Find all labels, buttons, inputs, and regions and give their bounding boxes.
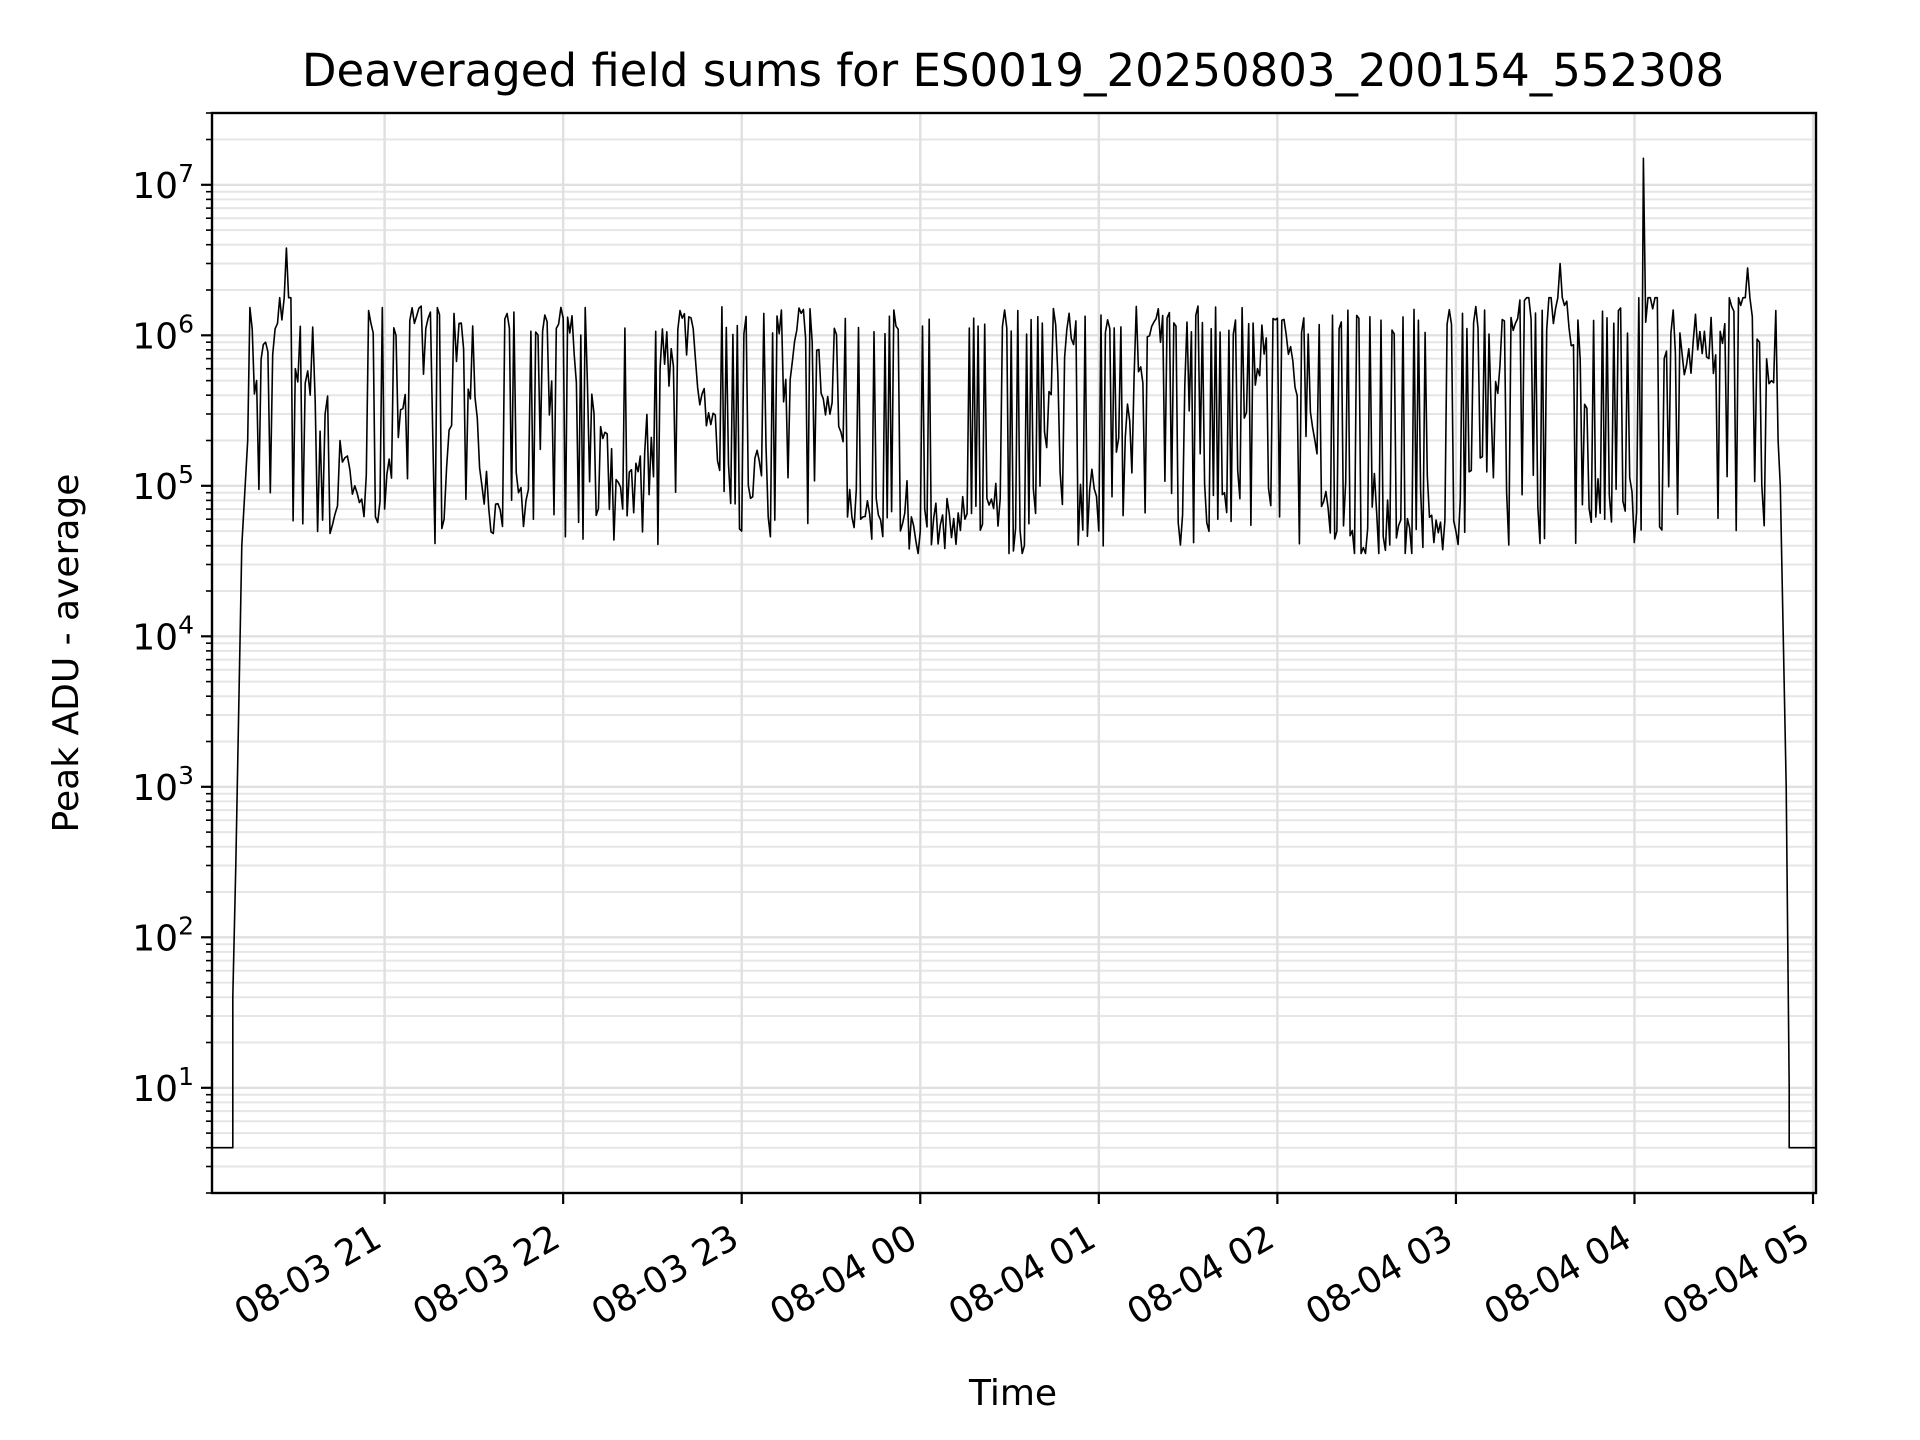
y-tick-label: 102 <box>132 911 194 959</box>
y-axis-title: Peak ADU - average <box>46 474 87 833</box>
y-tick-label: 106 <box>132 309 194 357</box>
y-tick-label: 103 <box>132 761 194 809</box>
y-tick-label: 104 <box>132 610 194 658</box>
y-tick-label: 107 <box>132 159 194 207</box>
series-line <box>212 157 1816 1149</box>
chart-title: Deaveraged field sums for ES0019_2025080… <box>302 44 1724 97</box>
plot-frame <box>210 111 1818 1195</box>
grid <box>212 112 1816 1194</box>
y-axis: 101 102 103 104 105 106 107 <box>132 112 212 1194</box>
y-tick-label: 105 <box>132 460 194 508</box>
y-tick-label: 101 <box>132 1062 194 1110</box>
x-axis-title: Time <box>968 1373 1057 1414</box>
plot-area <box>212 157 1816 1149</box>
